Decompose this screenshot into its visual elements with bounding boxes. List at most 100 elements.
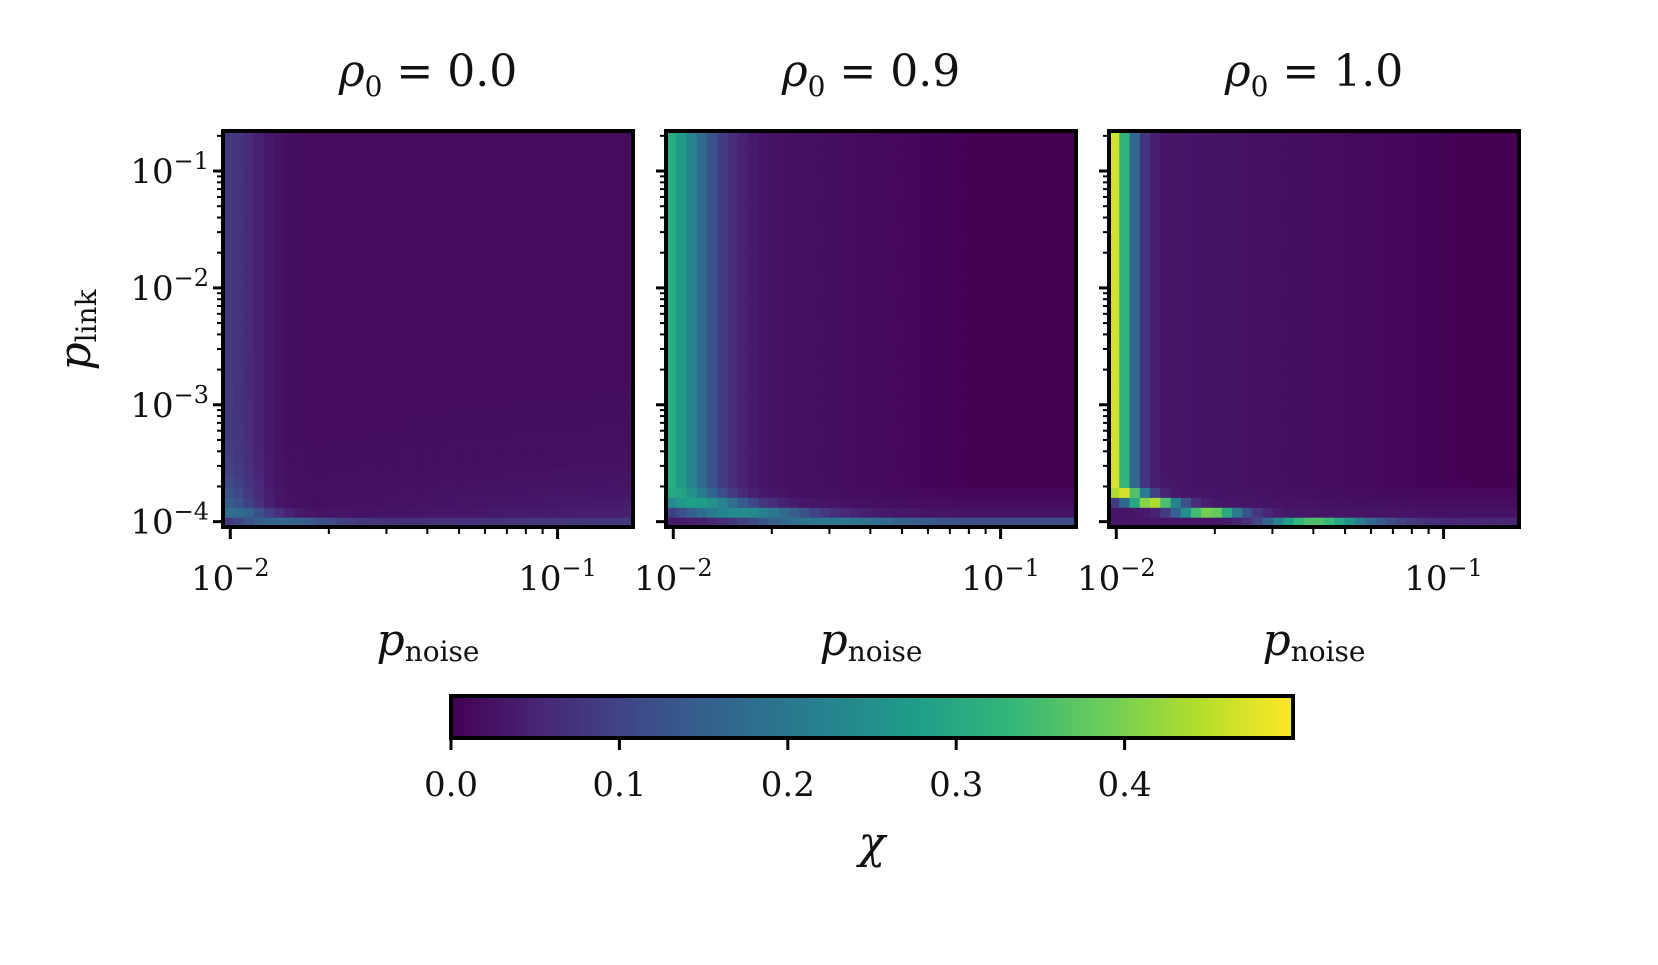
heatmap-cell [850,210,862,221]
heatmap-cell [881,477,893,488]
heatmap-cell [1024,269,1036,281]
heatmap-cell [253,338,265,350]
heatmap-cell [1180,170,1192,182]
heatmap-cell [1314,418,1325,429]
heatmap-cell [1024,180,1036,191]
heatmap-cell [1180,378,1192,389]
heatmap-cell [305,309,316,320]
heatmap-cell [1242,477,1254,488]
heatmap-cell [983,289,995,300]
heatmap-cell [901,230,913,241]
heatmap-cell [612,467,624,479]
heatmap-cell [942,418,954,429]
heatmap-cell [540,170,552,182]
heatmap-cell [489,309,501,320]
heatmap-cell [707,398,718,409]
heatmap-cell [1180,220,1192,231]
heatmap-cell [428,279,439,290]
heatmap-cell [284,507,296,518]
heatmap-cell [1170,378,1182,389]
heatmap-cell [1314,309,1325,320]
heatmap-cell [1457,140,1469,152]
heatmap-cell [1109,368,1120,380]
heatmap-cell [1129,269,1141,281]
heatmap-cell [592,348,603,360]
heatmap-cell [1344,428,1356,439]
heatmap-cell [994,477,1005,488]
heatmap-cell [1191,338,1202,350]
heatmap-cell [520,230,532,241]
heatmap-cell [748,378,759,389]
heatmap-cell [1478,329,1489,340]
heatmap-cell [1375,309,1387,320]
heatmap-cell [891,428,903,439]
heatmap-cell [397,160,409,172]
heatmap-cell [561,388,573,399]
heatmap-cell [335,418,347,429]
heatmap-cell [819,358,831,370]
heatmap-cell [676,517,688,528]
heatmap-cell [510,131,521,142]
heatmap-cell [335,289,347,300]
heatmap-cell [1375,210,1387,221]
heatmap-cell [1139,210,1151,221]
heatmap-cell [1385,378,1397,389]
heatmap-cell [748,160,759,172]
heatmap-cell [407,299,419,310]
heatmap-cell [1160,487,1172,498]
heatmap-cell [912,467,923,479]
heatmap-cell [233,210,245,221]
heatmap-cell [1252,140,1264,152]
heatmap-cell [717,180,729,191]
heatmap-cell [540,180,552,191]
heatmap-cell [1498,160,1510,172]
heatmap-cell [1004,428,1016,439]
heatmap-cell [1478,190,1489,201]
heatmap-cell [963,457,975,469]
heatmap-cell [1004,447,1016,459]
heatmap-cell [1467,348,1479,360]
heatmap-cell [622,289,634,300]
heatmap-cell [840,131,852,142]
heatmap-cell [686,358,698,370]
heatmap-cell [1191,428,1202,439]
heatmap-cell [799,210,811,221]
heatmap-cell [592,368,603,380]
heatmap-cell [428,259,439,271]
heatmap-cell [592,220,603,231]
heatmap-cell [284,338,296,350]
heatmap-cell [1150,289,1161,300]
heatmap-cell [727,309,739,320]
heatmap-cell [1283,378,1295,389]
heatmap-cell [778,368,790,380]
heatmap-cell [696,289,708,300]
heatmap-cell [778,210,790,221]
heatmap-cell [1498,131,1510,142]
heatmap-cell [417,487,429,498]
heatmap-cell [942,279,954,290]
heatmap-cell [696,249,708,261]
heatmap-cell [1314,230,1325,241]
heatmap-cell [1035,150,1046,162]
heatmap-cell [571,319,583,330]
heatmap-cell [1314,131,1325,142]
heatmap-cell [1014,467,1026,479]
heatmap-cell [696,398,708,409]
heatmap-cell [891,348,903,360]
heatmap-cell [1334,338,1346,350]
heatmap-cell [253,131,265,142]
heatmap-cell [448,249,460,261]
heatmap-cell [356,358,368,370]
heatmap-cell [840,418,852,429]
heatmap-cell [397,269,409,281]
heatmap-cell [1488,398,1500,409]
heatmap-cell [376,348,388,360]
heatmap-cell [346,200,357,211]
heatmap-cell [243,299,255,310]
heatmap-cell [1242,507,1254,518]
heatmap-cell [571,140,583,152]
heatmap-cell [1139,279,1151,290]
heatmap-cell [1375,269,1387,281]
heatmap-cell [592,378,603,389]
heatmap-cell [922,467,934,479]
